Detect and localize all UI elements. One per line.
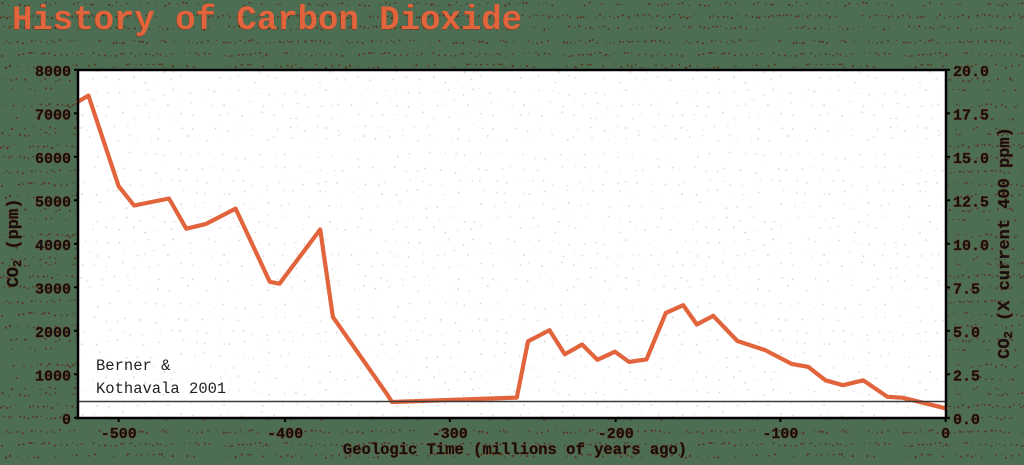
svg-text:20.0: 20.0	[953, 64, 989, 81]
svg-text:Kothavala 2001: Kothavala 2001	[96, 380, 226, 398]
svg-text:10.0: 10.0	[953, 238, 989, 255]
svg-text:6000: 6000	[35, 151, 71, 168]
svg-text:0: 0	[941, 426, 950, 443]
svg-text:0: 0	[62, 412, 71, 429]
svg-text:-500: -500	[101, 426, 137, 443]
svg-text:1000: 1000	[35, 368, 71, 385]
svg-text:8000: 8000	[35, 64, 71, 81]
svg-text:History of Carbon Dioxide: History of Carbon Dioxide	[12, 2, 522, 40]
svg-text:5000: 5000	[35, 194, 71, 211]
svg-text:2000: 2000	[35, 325, 71, 342]
svg-text:17.5: 17.5	[953, 107, 989, 124]
svg-text:-100: -100	[762, 426, 798, 443]
svg-text:CO2 (ppm): CO2 (ppm)	[5, 199, 25, 288]
svg-text:Geologic Time (millions of yea: Geologic Time (millions of years ago)	[343, 441, 687, 459]
svg-text:-400: -400	[267, 426, 303, 443]
svg-text:5.0: 5.0	[953, 325, 980, 342]
svg-text:7.5: 7.5	[953, 281, 980, 298]
svg-text:12.5: 12.5	[953, 194, 989, 211]
svg-text:Berner &: Berner &	[96, 357, 170, 375]
svg-text:0.0: 0.0	[953, 412, 980, 429]
svg-text:2.5: 2.5	[953, 368, 980, 385]
svg-text:4000: 4000	[35, 238, 71, 255]
svg-text:CO2 (X current 400 ppm): CO2 (X current 400 ppm)	[996, 127, 1016, 359]
svg-text:7000: 7000	[35, 107, 71, 124]
svg-text:15.0: 15.0	[953, 151, 989, 168]
svg-text:3000: 3000	[35, 281, 71, 298]
